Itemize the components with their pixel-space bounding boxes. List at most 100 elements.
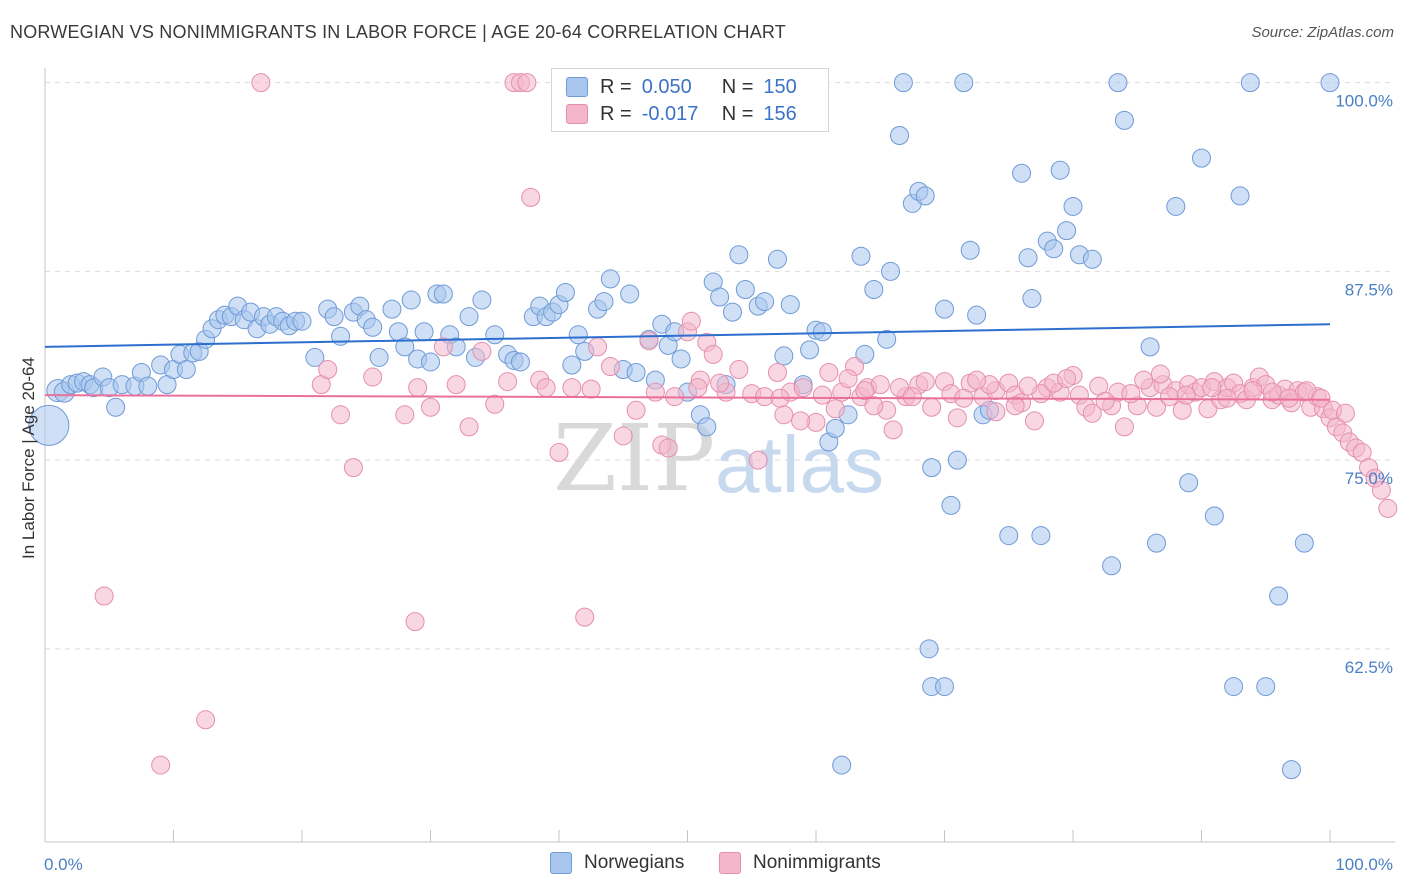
legend-n-value: 156 xyxy=(763,102,797,125)
nonimmigrants-point xyxy=(459,417,479,437)
nonimmigrants-point xyxy=(710,373,730,393)
nonimmigrants-point xyxy=(819,363,839,383)
norwegians-point xyxy=(1057,221,1077,241)
series-legend: Norwegians Nonimmigrants xyxy=(0,852,1406,878)
norwegians-point xyxy=(1018,248,1038,268)
nonimmigrants-point xyxy=(549,443,569,463)
nonimmigrants-point xyxy=(986,402,1006,422)
norwegians-point xyxy=(999,526,1019,546)
nonimmigrants-point xyxy=(600,356,620,376)
legend-swatch-norwegians xyxy=(550,852,572,874)
norwegians-point xyxy=(767,249,787,269)
nonimmigrants-point xyxy=(812,385,832,405)
legend-label-norwegians: Norwegians xyxy=(584,852,685,873)
norwegians-point xyxy=(915,186,935,206)
norwegians-point xyxy=(1230,186,1250,206)
legend-row-norwegians: R = 0.050 N = 150 xyxy=(566,75,797,99)
norwegians-point xyxy=(735,279,755,299)
y-tick-label: 100.0% xyxy=(1335,92,1393,111)
legend-swatch-nonimmigrants xyxy=(719,852,741,874)
nonimmigrants-point xyxy=(967,370,987,390)
norwegians-point xyxy=(292,311,312,331)
nonimmigrants-point xyxy=(1176,385,1196,405)
norwegians-point xyxy=(947,450,967,470)
legend-r-value: 0.050 xyxy=(641,75,692,98)
norwegians-point xyxy=(138,376,158,396)
nonimmigrants-point xyxy=(405,612,425,632)
nonimmigrants-point xyxy=(947,408,967,428)
norwegians-point xyxy=(774,346,794,366)
nonimmigrants-point xyxy=(421,397,440,417)
norwegians-point xyxy=(1063,196,1083,216)
norwegians-point xyxy=(941,495,961,515)
norwegians-point xyxy=(877,329,897,349)
norwegians-point xyxy=(922,458,942,478)
nonimmigrants-point xyxy=(562,378,582,398)
nonimmigrants-point xyxy=(581,379,601,399)
nonimmigrants-point xyxy=(1311,388,1331,408)
nonimmigrants-point xyxy=(517,73,537,93)
legend-item-nonimmigrants[interactable]: Nonimmigrants xyxy=(719,852,881,874)
nonimmigrants-point xyxy=(1018,376,1038,396)
nonimmigrants-point xyxy=(446,375,466,395)
nonimmigrants-point xyxy=(890,378,910,398)
norwegians-point xyxy=(954,73,974,93)
norwegians-point xyxy=(1147,533,1167,553)
nonimmigrants-point xyxy=(767,363,787,383)
nonimmigrants-point xyxy=(196,710,216,730)
norwegians-point xyxy=(1179,473,1199,493)
nonimmigrants-point xyxy=(498,372,518,392)
legend-row-nonimmigrants: R = -0.017 N = 156 xyxy=(566,102,797,126)
norwegians-point xyxy=(1269,586,1289,606)
norwegians-point xyxy=(832,755,852,775)
legend-n-value: 150 xyxy=(763,75,797,98)
norwegians-point xyxy=(851,246,871,266)
norwegians-point xyxy=(881,261,901,281)
norwegians-trend-line xyxy=(44,323,1331,348)
nonimmigrants-point xyxy=(1057,369,1077,389)
norwegians-point xyxy=(710,287,730,307)
nonimmigrants-point xyxy=(1150,364,1170,384)
norwegians-point xyxy=(1166,196,1186,216)
norwegians-point xyxy=(729,245,749,265)
norwegians-point xyxy=(620,284,640,304)
nonimmigrants-point xyxy=(613,426,633,446)
y-tick-label: 87.5% xyxy=(1345,280,1393,299)
norwegians-point xyxy=(1050,160,1070,180)
norwegians-point xyxy=(510,352,530,372)
norwegians-point xyxy=(626,363,646,383)
legend-r-label: R = xyxy=(600,102,632,125)
nonimmigrants-point xyxy=(1335,403,1355,423)
y-axis-label: In Labor Force | Age 20-64 xyxy=(19,357,38,559)
norwegians-point xyxy=(433,284,453,304)
nonimmigrants-point xyxy=(1243,381,1263,401)
nonimmigrants-point xyxy=(472,341,492,361)
nonimmigrants-point xyxy=(363,367,383,387)
legend-label-nonimmigrants: Nonimmigrants xyxy=(753,852,881,873)
norwegians-point xyxy=(780,295,800,315)
norwegians-point xyxy=(414,322,434,342)
norwegians-point xyxy=(1140,337,1160,357)
legend-item-norwegians[interactable]: Norwegians xyxy=(550,852,684,874)
x-tick-label: 100.0% xyxy=(1335,855,1393,874)
norwegians-point xyxy=(421,352,440,372)
source-credit: Source: ZipAtlas.com xyxy=(1251,24,1394,41)
nonimmigrants-point xyxy=(855,381,875,401)
nonimmigrants-point xyxy=(703,344,723,364)
nonimmigrants-point xyxy=(1114,417,1134,437)
nonimmigrants-point xyxy=(922,397,942,417)
norwegians-point xyxy=(1224,677,1244,697)
legend-n-label: N = xyxy=(721,102,754,125)
chart-title: NORWEGIAN VS NONIMMIGRANTS IN LABOR FORC… xyxy=(10,22,787,42)
norwegians-point xyxy=(1102,556,1122,576)
nonimmigrants-point xyxy=(151,755,171,775)
nonimmigrants-point xyxy=(1024,411,1044,431)
nonimmigrants-point xyxy=(883,420,903,440)
norwegians-point xyxy=(568,325,588,345)
nonimmigrants-point xyxy=(588,337,608,357)
nonimmigrants-point xyxy=(521,187,541,207)
nonimmigrants-point xyxy=(729,360,749,380)
norwegians-point xyxy=(1031,526,1051,546)
norwegians-point xyxy=(363,317,383,337)
